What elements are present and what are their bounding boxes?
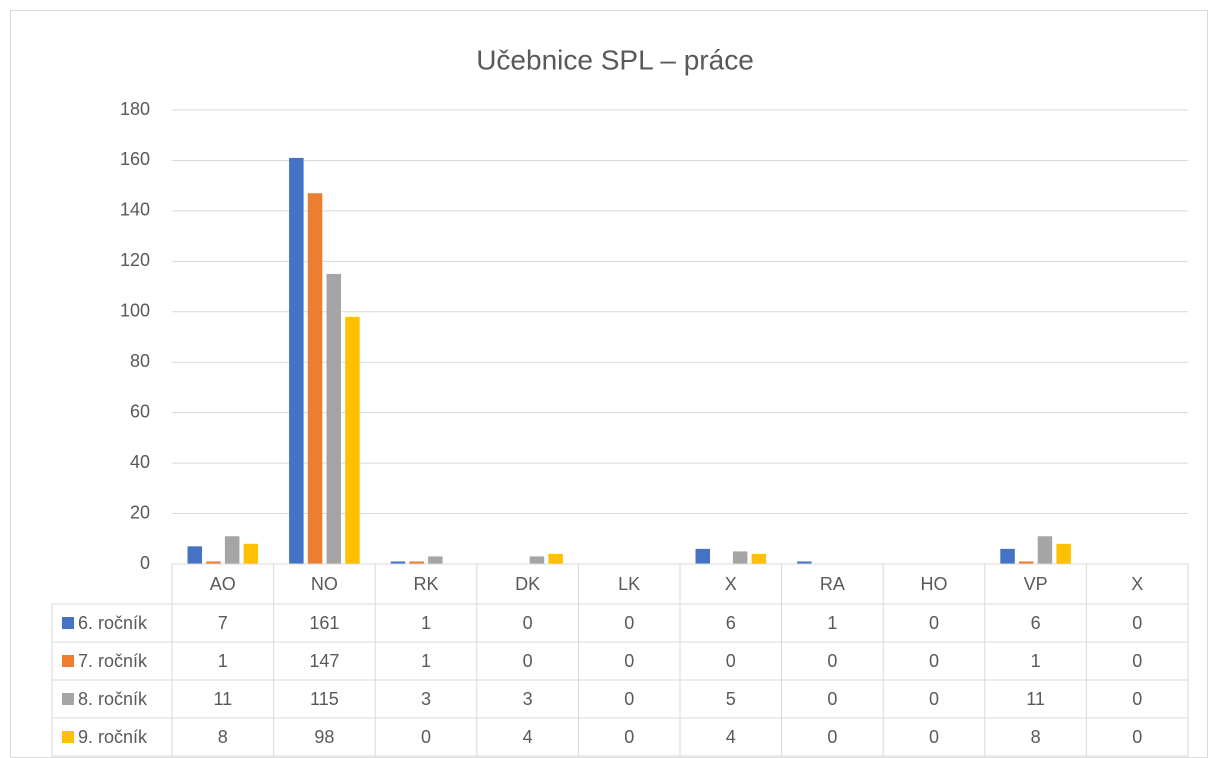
- y-tick-label: 180: [120, 99, 150, 119]
- x-tick-label: X: [725, 574, 737, 594]
- x-tick-label: DK: [515, 574, 540, 594]
- bar: [797, 561, 812, 564]
- bar: [548, 553, 563, 564]
- bar: [1056, 543, 1071, 564]
- legend-label: 7. ročník: [78, 651, 148, 671]
- legend-swatch: [62, 693, 74, 705]
- x-tick-label: AO: [210, 574, 236, 594]
- table-value: 0: [929, 727, 939, 747]
- y-tick-label: 40: [130, 452, 150, 472]
- table-value: 0: [1132, 613, 1142, 633]
- bar: [390, 561, 406, 564]
- x-tick-label: LK: [618, 574, 640, 594]
- table-value: 0: [827, 689, 837, 709]
- bar: [409, 561, 424, 564]
- y-tick-label: 140: [120, 200, 150, 220]
- x-tick-label: RK: [413, 574, 438, 594]
- chart-title: Učebnice SPL – práce: [476, 44, 754, 75]
- bar: [428, 556, 443, 564]
- table-value: 0: [827, 727, 837, 747]
- table-value: 8: [1031, 727, 1041, 747]
- bar: [1019, 561, 1034, 564]
- table-value: 98: [314, 727, 334, 747]
- table-value: 1: [421, 613, 431, 633]
- y-tick-label: 160: [120, 149, 150, 169]
- table-value: 7: [218, 613, 228, 633]
- table-value: 6: [1031, 613, 1041, 633]
- table-value: 1: [421, 651, 431, 671]
- bar: [529, 556, 545, 564]
- table-value: 4: [523, 727, 533, 747]
- legend-label: 9. ročník: [78, 727, 148, 747]
- table-value: 0: [624, 727, 634, 747]
- x-tick-label: X: [1131, 574, 1143, 594]
- table-value: 1: [827, 613, 837, 633]
- table-value: 0: [929, 613, 939, 633]
- table-value: 1: [218, 651, 228, 671]
- bar: [326, 273, 341, 564]
- table-value: 0: [624, 689, 634, 709]
- legend-swatch: [62, 731, 74, 743]
- x-tick-label: NO: [311, 574, 338, 594]
- bar: [732, 551, 748, 564]
- table-value: 1: [1031, 651, 1041, 671]
- table-value: 0: [624, 651, 634, 671]
- y-tick-label: 20: [130, 502, 150, 522]
- table-value: 147: [309, 651, 339, 671]
- table-value: 0: [624, 613, 634, 633]
- legend-label: 8. ročník: [78, 689, 148, 709]
- bar: [243, 543, 259, 564]
- table-value: 0: [523, 651, 533, 671]
- table-value: 0: [929, 651, 939, 671]
- table-value: 161: [309, 613, 339, 633]
- bar: [289, 157, 304, 564]
- table-value: 0: [421, 727, 431, 747]
- y-tick-label: 0: [140, 553, 150, 573]
- table-value: 5: [726, 689, 736, 709]
- table-value: 11: [1026, 689, 1045, 709]
- y-tick-label: 120: [120, 250, 150, 270]
- y-tick-label: 100: [120, 301, 150, 321]
- table-value: 3: [523, 689, 533, 709]
- bar: [224, 536, 240, 564]
- table-value: 0: [523, 613, 533, 633]
- bar: [206, 561, 221, 564]
- table-value: 0: [1132, 727, 1142, 747]
- table-value: 0: [929, 689, 939, 709]
- table-value: 4: [726, 727, 736, 747]
- table-value: 11: [213, 689, 232, 709]
- chart-border: [10, 10, 1208, 758]
- x-tick-label: RA: [820, 574, 845, 594]
- legend-swatch: [62, 617, 74, 629]
- legend-swatch: [62, 655, 74, 667]
- table-value: 0: [827, 651, 837, 671]
- table-value: 8: [218, 727, 228, 747]
- bar: [345, 316, 360, 564]
- x-tick-label: VP: [1024, 574, 1048, 594]
- bar: [187, 546, 202, 564]
- bar: [1037, 536, 1053, 564]
- bar: [1000, 548, 1015, 564]
- x-tick-label: HO: [921, 574, 948, 594]
- table-value: 3: [421, 689, 431, 709]
- table-value: 0: [726, 651, 736, 671]
- table-value: 0: [1132, 651, 1142, 671]
- bar: [751, 553, 767, 564]
- table-value: 115: [310, 689, 339, 709]
- legend-label: 6. ročník: [78, 613, 148, 633]
- bar: [307, 193, 323, 564]
- table-value: 0: [1132, 689, 1142, 709]
- y-tick-label: 80: [130, 351, 150, 371]
- y-tick-label: 60: [130, 401, 150, 421]
- table-value: 6: [726, 613, 736, 633]
- bar: [695, 548, 710, 564]
